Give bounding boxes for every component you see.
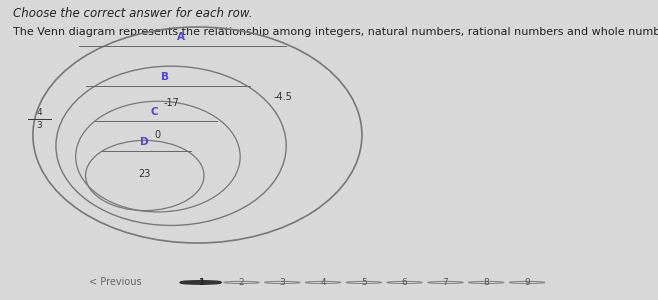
Text: 7: 7 [443,278,448,287]
Text: The Venn diagram represents the relationship among integers, natural numbers, ra: The Venn diagram represents the relation… [13,27,658,37]
Text: 5: 5 [361,278,367,287]
Text: 3: 3 [280,278,285,287]
Text: 2: 2 [239,278,244,287]
Text: 0: 0 [155,130,161,140]
Text: -17: -17 [163,98,179,108]
Text: A: A [177,32,185,42]
Text: D: D [140,137,149,147]
Text: < Previous: < Previous [89,278,141,287]
Text: 6: 6 [402,278,407,287]
Text: Choose the correct answer for each row.: Choose the correct answer for each row. [13,7,253,20]
Text: 3: 3 [37,122,42,130]
Text: C: C [151,107,159,118]
Text: 1: 1 [197,278,204,287]
Text: 4: 4 [37,108,42,117]
Text: -4.5: -4.5 [274,92,292,102]
Text: 9: 9 [524,278,530,287]
Text: 4: 4 [320,278,326,287]
Text: B: B [161,72,168,82]
Text: 23: 23 [139,169,151,179]
Text: 8: 8 [484,278,489,287]
